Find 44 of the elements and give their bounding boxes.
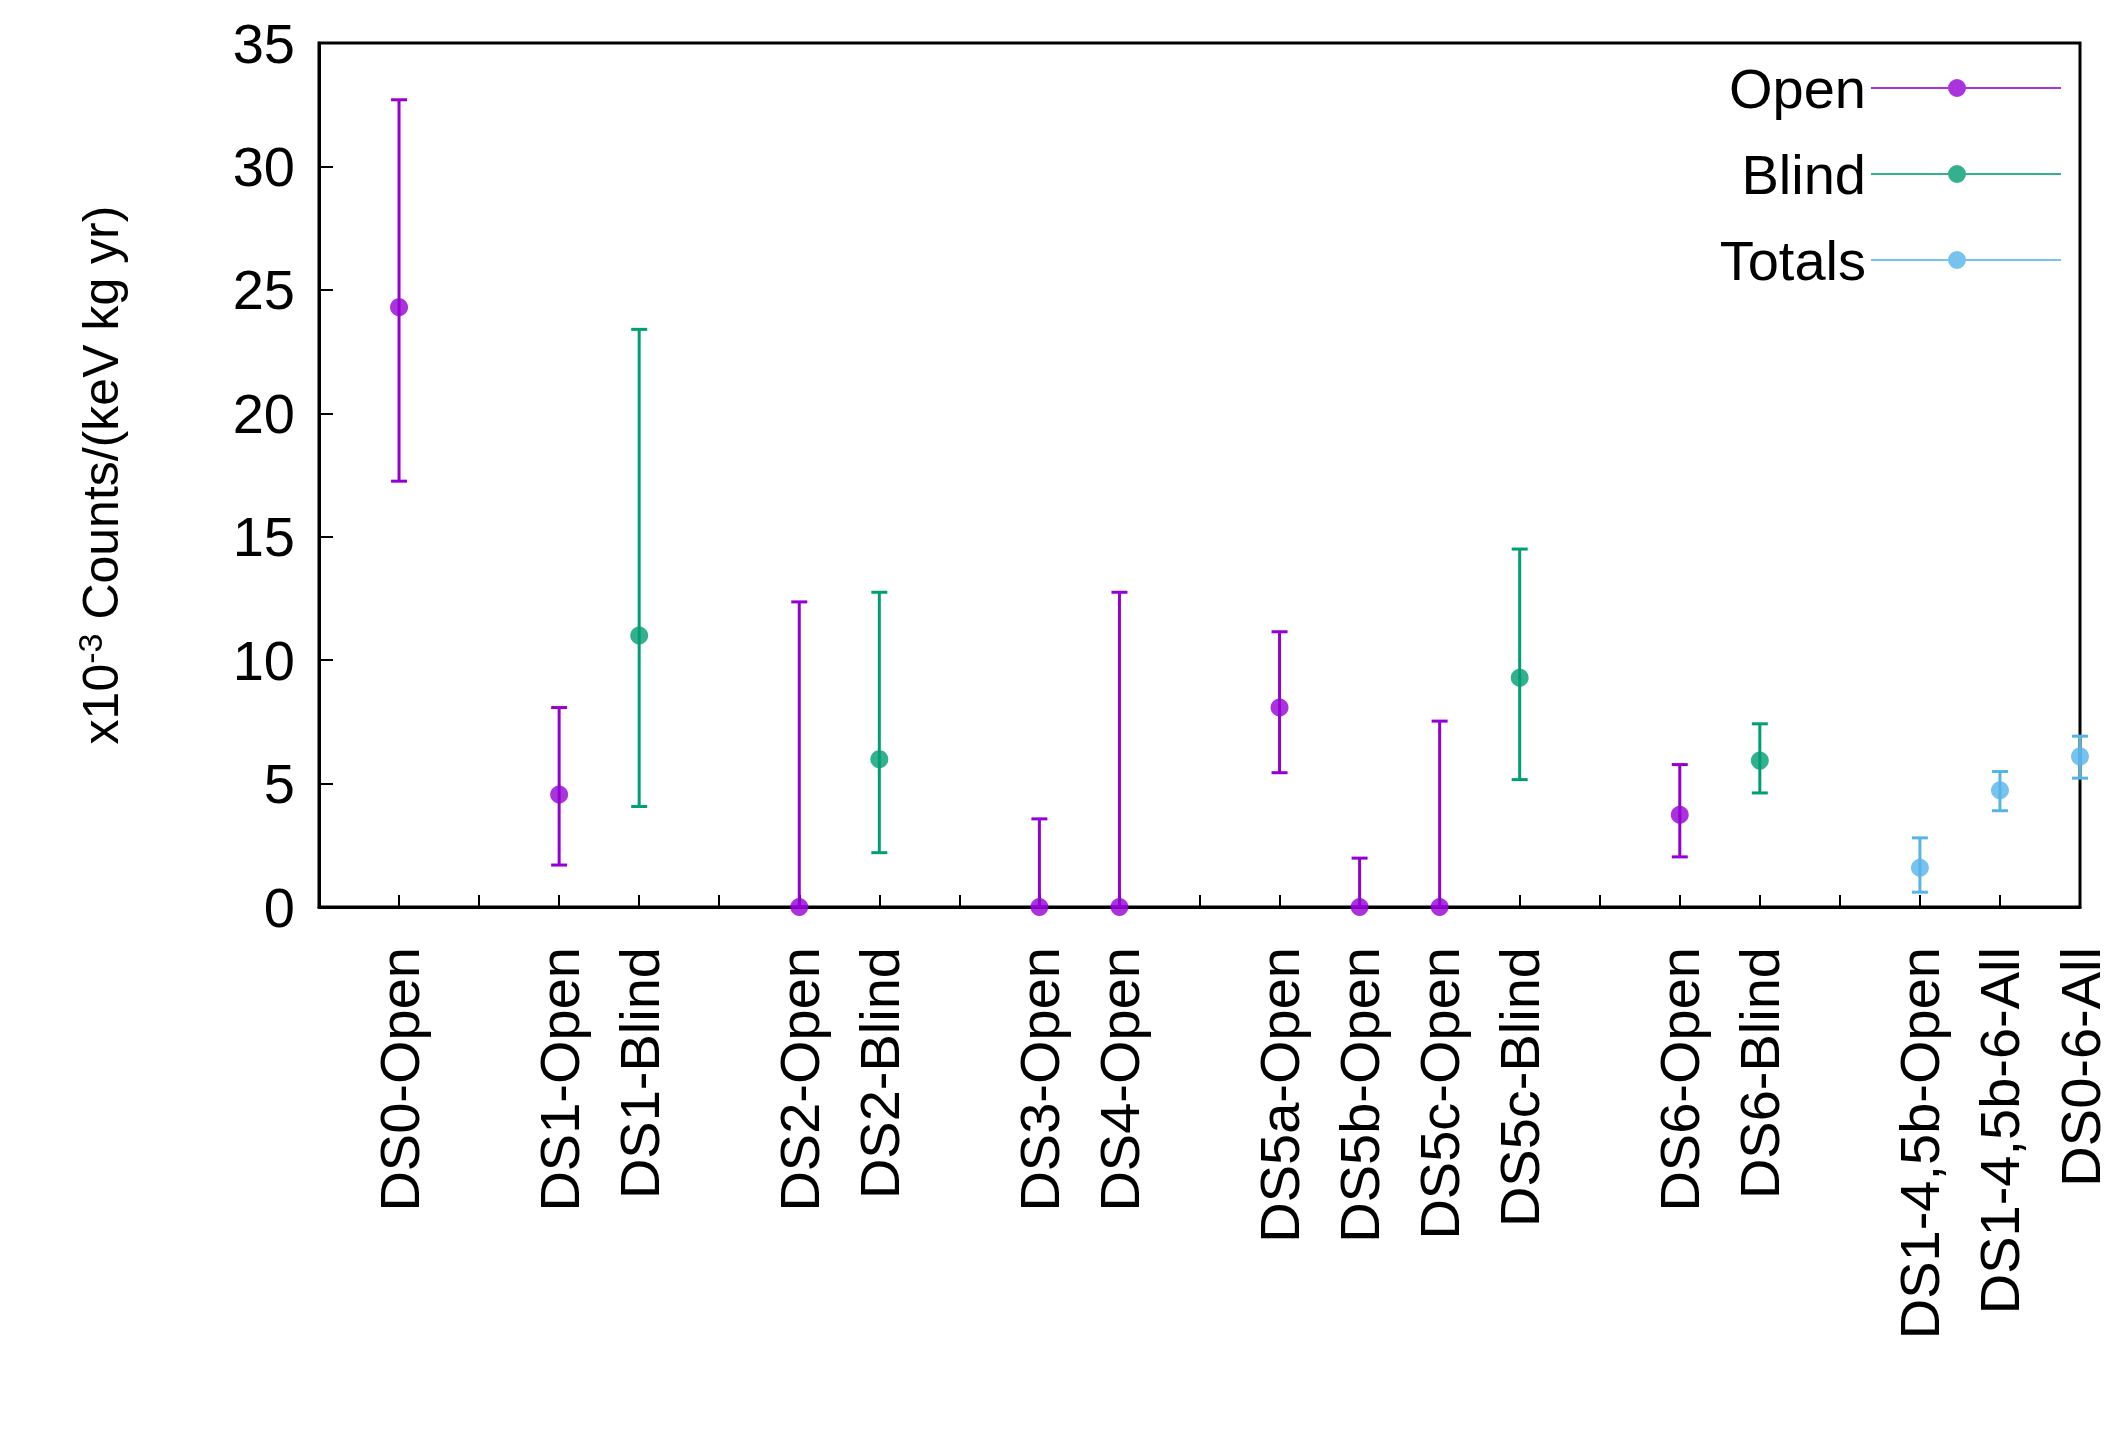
x-tick-label: DS1-4,5b-Open	[1888, 947, 1952, 1340]
point	[1110, 898, 1129, 916]
point	[790, 898, 809, 916]
x-tick-label: DS4-Open	[1087, 947, 1151, 1212]
x-tick-label: DS0-6-All	[2048, 947, 2112, 1187]
point	[1750, 751, 1769, 770]
x-tick-label: DS6-Blind	[1728, 947, 1792, 1200]
x-tick-label: DS2-Open	[767, 947, 831, 1212]
x-tick-label: DS5b-Open	[1328, 947, 1392, 1243]
x-tick-label: DS5a-Open	[1248, 947, 1312, 1243]
point	[1270, 698, 1289, 717]
y-tick-label: 35	[232, 11, 295, 75]
legend-label: Open	[1729, 56, 1866, 120]
y-axis-title: x10-3 Counts/(keV kg yr)	[71, 205, 129, 745]
point	[1030, 898, 1049, 916]
point	[1510, 668, 1529, 687]
legend-label: Totals	[1719, 228, 1866, 292]
x-tick-label: DS6-Open	[1648, 947, 1712, 1212]
point	[870, 750, 889, 769]
x-tick-label: DS0-Open	[367, 947, 431, 1212]
x-tick-label: DS5c-Blind	[1488, 947, 1552, 1228]
y-tick-label: 10	[232, 628, 295, 692]
point	[1670, 805, 1689, 824]
point	[1430, 898, 1449, 916]
y-tick-label: 15	[232, 505, 295, 569]
point	[1910, 858, 1929, 877]
point	[390, 298, 409, 317]
x-tick-label: DS1-4,5b-6-All	[1968, 947, 2032, 1315]
x-tick-label: DS5c-Open	[1408, 947, 1472, 1240]
point	[630, 626, 649, 645]
point	[1350, 898, 1369, 916]
point	[1990, 781, 2009, 800]
y-tick-label: 25	[232, 258, 295, 322]
y-tick-label: 20	[232, 381, 295, 445]
y-tick-label: 5	[263, 752, 295, 816]
point	[550, 785, 569, 804]
x-tick-label: DS1-Open	[527, 947, 591, 1212]
y-tick-label: 0	[263, 875, 295, 939]
x-tick-label: DS2-Blind	[847, 947, 911, 1200]
x-tick-label: DS1-Blind	[607, 947, 671, 1200]
legend-label: Blind	[1741, 142, 1866, 206]
y-tick-label: 30	[232, 134, 295, 198]
point	[2071, 747, 2089, 766]
x-tick-label: DS3-Open	[1007, 947, 1071, 1212]
